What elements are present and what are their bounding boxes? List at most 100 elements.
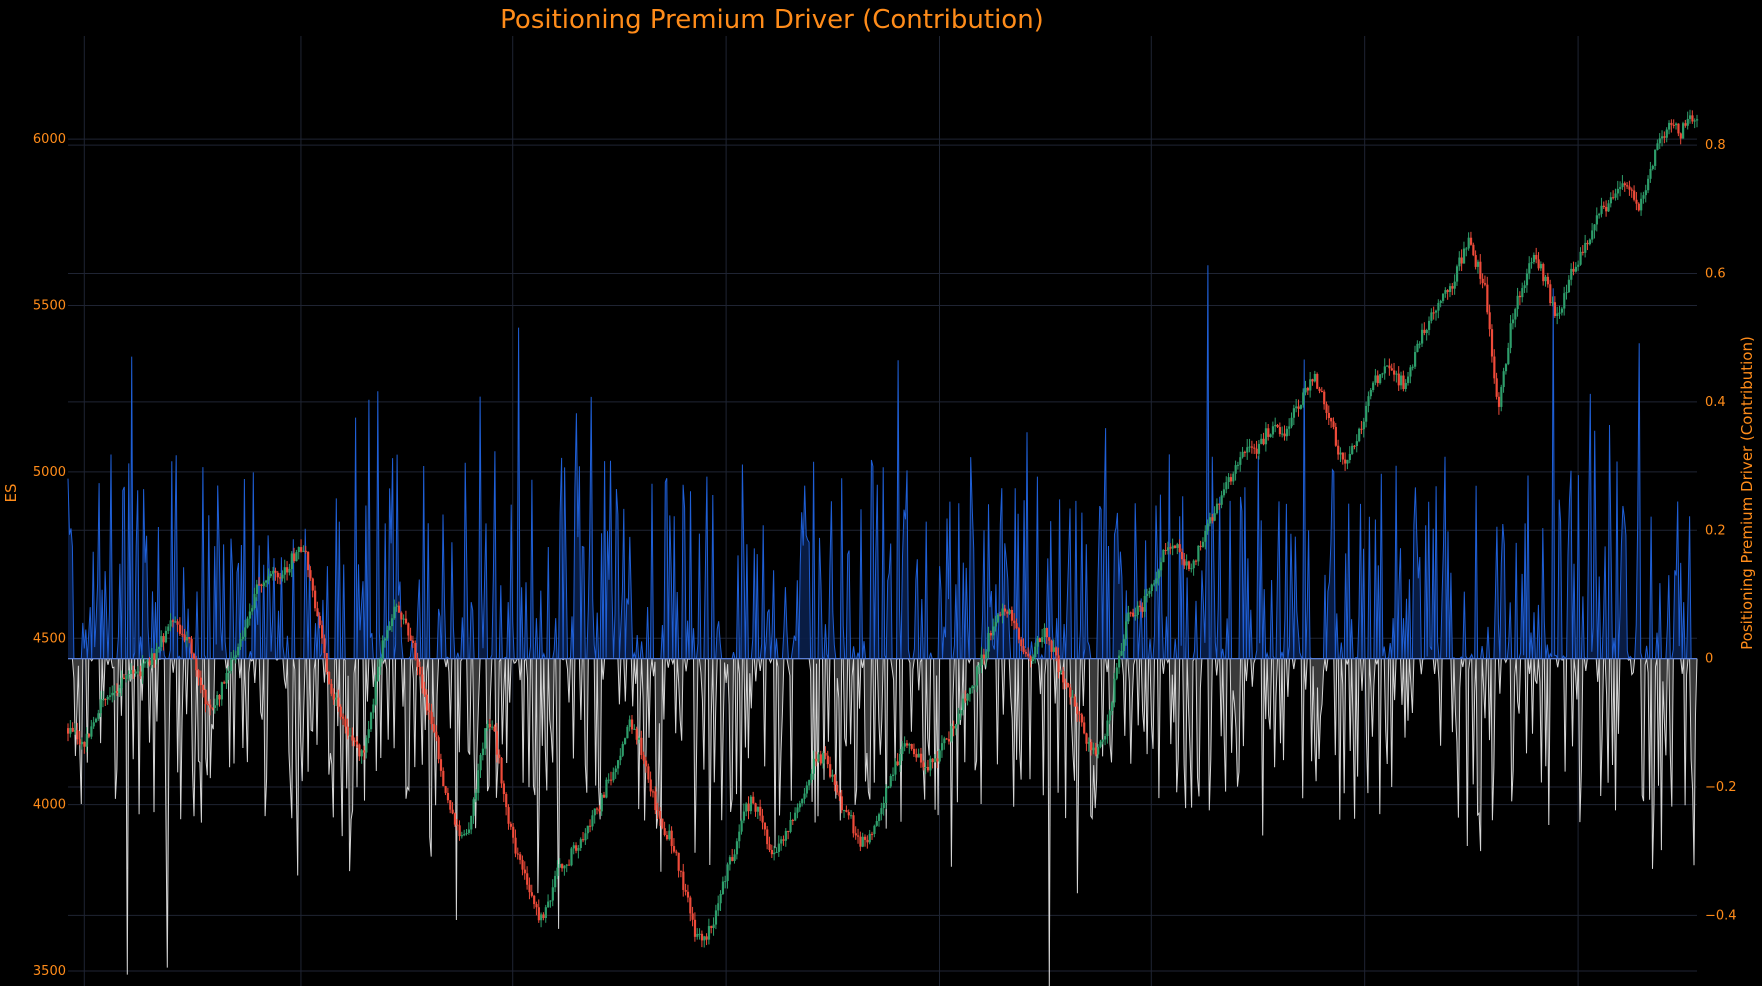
candle-body-289 (740, 820, 743, 832)
candle-body-530 (1302, 392, 1305, 405)
candle-body-443 (1099, 741, 1102, 747)
candle-body-22 (118, 688, 121, 693)
candle-body-38 (155, 648, 158, 660)
candle-body-237 (619, 755, 622, 761)
candle-body-84 (262, 582, 265, 586)
candle-body-627 (1528, 263, 1531, 274)
candle-body-80 (253, 593, 256, 609)
candle-body-628 (1530, 262, 1533, 264)
candle-body-224 (589, 825, 592, 827)
candle-body-293 (749, 796, 753, 812)
candle-body-579 (1416, 343, 1419, 353)
candle-body-231 (605, 779, 608, 798)
candle-body-677 (1644, 190, 1647, 196)
candle-body-609 (1486, 284, 1489, 313)
candle-body-693 (1682, 123, 1685, 139)
candle-body-64 (216, 694, 219, 706)
candle-body-620 (1511, 319, 1515, 324)
candle-body-209 (554, 875, 557, 888)
candle-body-352 (887, 786, 890, 789)
candle-body-640 (1558, 312, 1561, 314)
candle-body-540 (1325, 404, 1328, 413)
candle-body-162 (444, 786, 447, 793)
candle-body-491 (1211, 517, 1214, 521)
candle-body-241 (628, 719, 631, 727)
candle-body-493 (1215, 503, 1219, 514)
candle-body-313 (796, 807, 799, 813)
candle-body-177 (479, 755, 482, 771)
candle-body-58 (202, 685, 205, 690)
candle-body-307 (782, 839, 785, 841)
candle-body-673 (1635, 199, 1638, 204)
candle-body-216 (570, 848, 573, 866)
candle-body-689 (1672, 124, 1675, 126)
candle-body-253 (656, 809, 659, 811)
candle-body-281 (721, 881, 725, 894)
candle-body-513 (1262, 438, 1265, 445)
candle-body-642 (1563, 293, 1566, 309)
candle-body-452 (1120, 651, 1123, 656)
y-left-tick-label-2: 4500 (33, 631, 66, 646)
candle-body-364 (915, 754, 918, 758)
candle-body-221 (582, 839, 585, 841)
candle-body-152 (421, 674, 424, 689)
candle-body-145 (404, 618, 408, 624)
candle-body-580 (1418, 343, 1421, 345)
candle-body-588 (1437, 302, 1440, 311)
candle-body-391 (978, 665, 981, 667)
candle-body-189 (507, 807, 510, 824)
candle-body-51 (185, 637, 189, 641)
candle-body-25 (125, 675, 128, 680)
candle-body-643 (1565, 292, 1568, 294)
candle-body-205 (544, 907, 547, 919)
candle-body-440 (1092, 747, 1095, 751)
candle-body-658 (1600, 205, 1603, 214)
candle-body-258 (668, 830, 671, 840)
candle-body-639 (1556, 313, 1559, 316)
candle-body-310 (789, 819, 792, 832)
candle-body-122 (351, 735, 354, 741)
candle-body-381 (954, 724, 958, 729)
candle-body-532 (1306, 387, 1310, 391)
candle-body-40 (160, 636, 163, 648)
candle-body-349 (880, 808, 883, 815)
candle-body-690 (1675, 123, 1678, 126)
candle-body-256 (663, 828, 666, 835)
candle-body-465 (1150, 584, 1153, 592)
candle-body-494 (1218, 503, 1221, 505)
candle-body-1 (69, 727, 72, 734)
candle-body-428 (1064, 682, 1067, 684)
candle-body-197 (526, 873, 529, 885)
candle-body-459 (1136, 605, 1139, 615)
candle-body-138 (388, 626, 391, 631)
candle-body-298 (761, 815, 764, 823)
candle-body-125 (358, 744, 361, 757)
candle-body-198 (528, 884, 531, 893)
candle-body-304 (775, 851, 778, 853)
candle-body-186 (500, 757, 503, 784)
candle-body-332 (840, 796, 843, 811)
candle-body-630 (1535, 254, 1538, 260)
candle-body-91 (279, 577, 282, 579)
candle-body-157 (432, 724, 436, 732)
candle-body-598 (1460, 257, 1463, 264)
candle-body-235 (614, 768, 617, 773)
candle-body-46 (174, 621, 177, 623)
candle-body-427 (1062, 671, 1065, 683)
candle-body-699 (1696, 119, 1699, 121)
candle-body-411 (1024, 652, 1028, 654)
candle-body-249 (647, 766, 650, 780)
candle-body-287 (735, 841, 739, 855)
candle-body-262 (677, 852, 680, 871)
candle-body-367 (922, 762, 925, 768)
candle-body-666 (1619, 187, 1622, 189)
candle-body-566 (1386, 365, 1389, 367)
candle-body-569 (1393, 370, 1396, 375)
candle-body-622 (1516, 295, 1519, 310)
candle-body-192 (514, 837, 517, 854)
candle-body-395 (987, 633, 990, 652)
candle-body-496 (1222, 489, 1226, 496)
candle-body-32 (141, 663, 144, 677)
candle-body-386 (966, 693, 969, 701)
candle-body-159 (437, 737, 440, 760)
